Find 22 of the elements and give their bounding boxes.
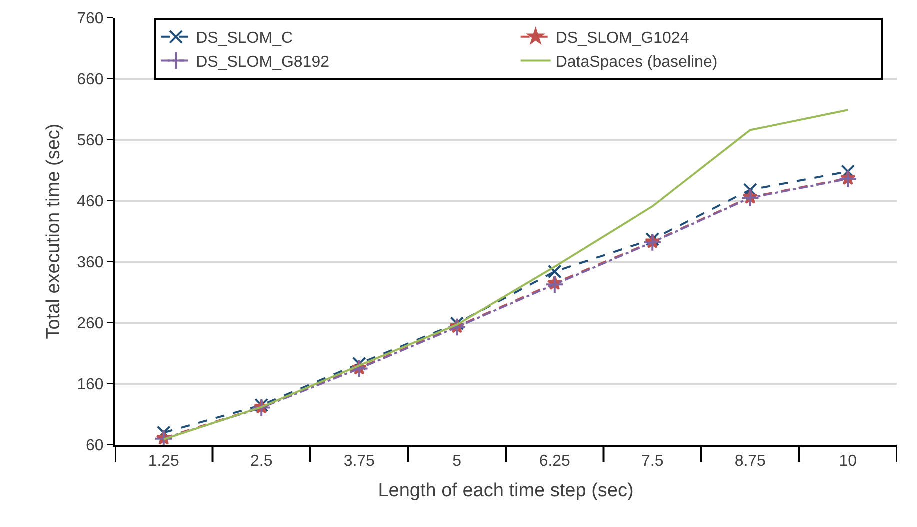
y-axis-title: Total execution time (sec) (43, 124, 64, 340)
y-tick-label: 60 (86, 438, 104, 455)
x-tick-label: 2.5 (250, 453, 273, 470)
x-tick-label: 6.25 (539, 453, 571, 470)
y-tick-label: 160 (77, 376, 104, 394)
legend-label: DS_SLOM_C (196, 30, 294, 48)
x-tick-label: 3.75 (344, 453, 376, 470)
x-tick-label: 7.5 (642, 453, 664, 470)
y-tick-label: 760 (77, 10, 104, 28)
x-tick-label: 10 (839, 453, 858, 470)
x-axis-title: Length of each time step (sec) (378, 480, 634, 502)
legend-label: DataSpaces (baseline) (556, 54, 718, 71)
y-tick-label: 560 (77, 132, 104, 150)
legend-label: DS_SLOM_G1024 (556, 30, 690, 48)
x-tick-label: 5 (452, 453, 462, 470)
y-tick-label: 360 (77, 254, 104, 272)
y-tick-label: 260 (77, 316, 104, 333)
x-tick-label: 8.75 (734, 453, 766, 470)
x-tick-label: 1.25 (148, 453, 180, 470)
legend-label: DS_SLOM_G8192 (196, 54, 330, 71)
y-tick-label: 660 (77, 72, 104, 89)
y-tick-label: 460 (77, 194, 104, 211)
